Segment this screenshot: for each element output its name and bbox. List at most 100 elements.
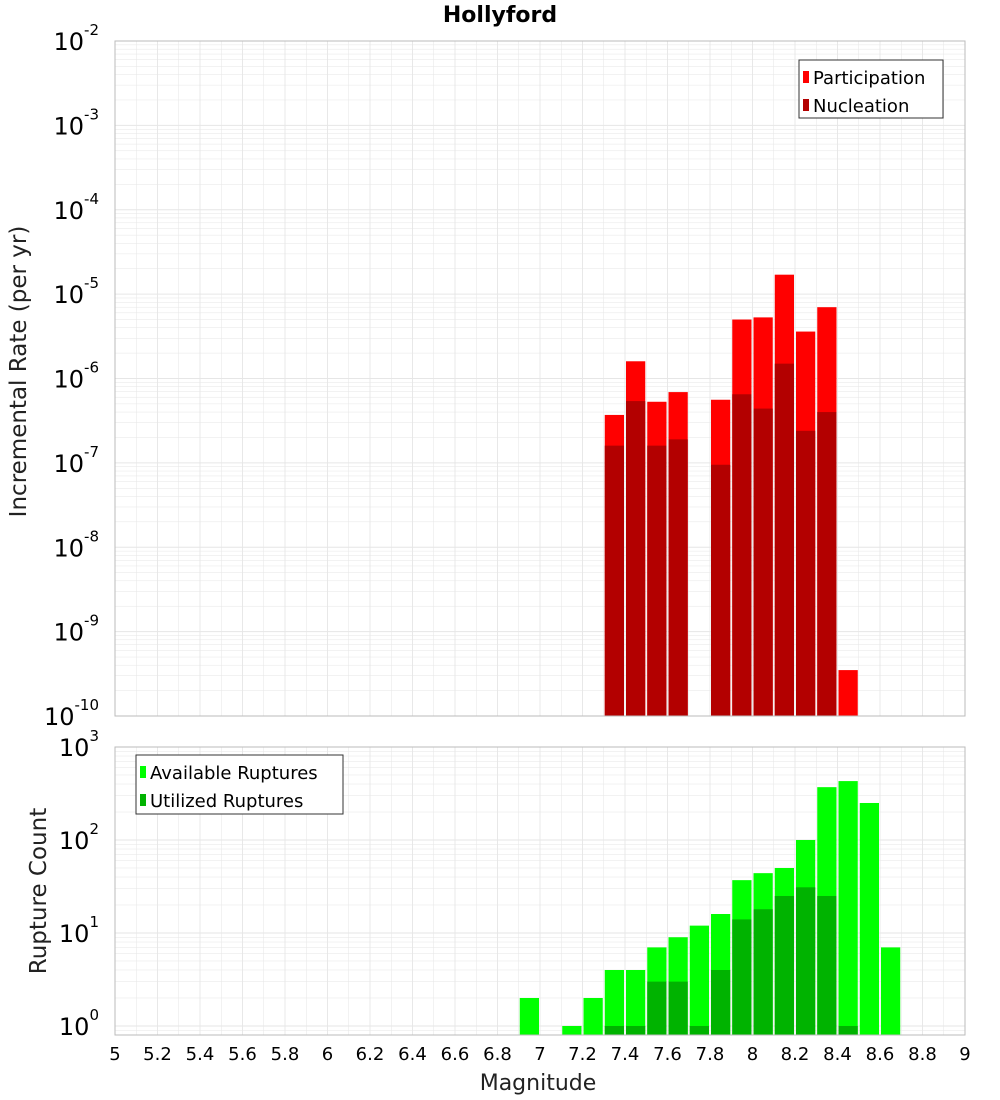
y-tick-exponent: -5 bbox=[84, 274, 99, 292]
x-tick-label: 5.6 bbox=[228, 1044, 257, 1065]
available-bar bbox=[859, 802, 879, 1035]
y-tick-exponent: -9 bbox=[84, 612, 99, 630]
nucleation-bar bbox=[774, 363, 794, 716]
y-tick-label: 100 bbox=[59, 1006, 99, 1041]
available-bar bbox=[583, 997, 603, 1035]
x-tick-label: 6 bbox=[322, 1044, 333, 1065]
x-tick-label: 7.6 bbox=[653, 1044, 682, 1065]
nucleation-bar bbox=[732, 394, 752, 716]
nucleation-bar bbox=[604, 445, 624, 716]
bottom-y-axis-label: Rupture Count bbox=[26, 808, 52, 974]
nucleation-bar bbox=[817, 412, 837, 716]
utilized-bar bbox=[774, 895, 794, 1035]
y-tick-label: 10-10 bbox=[44, 696, 99, 731]
y-tick-label: 10-7 bbox=[53, 443, 99, 478]
x-tick-label: 8 bbox=[747, 1044, 758, 1065]
utilized-bar bbox=[838, 1025, 858, 1035]
y-tick-exponent: -6 bbox=[84, 359, 99, 377]
y-tick-exponent: -2 bbox=[84, 21, 99, 39]
y-tick-label: 101 bbox=[59, 913, 99, 948]
top-panel: 10-2 10-3 10-4 10-5 10-6 10-7 10-8 10-9 10-10 In… bbox=[6, 21, 966, 731]
legend-label: Nucleation bbox=[813, 96, 909, 117]
legend-box bbox=[135, 754, 344, 815]
y-tick-exponent: 0 bbox=[89, 1006, 99, 1024]
y-tick-label: 10-9 bbox=[53, 612, 99, 647]
y-tick-exponent: -3 bbox=[84, 105, 99, 123]
participation-bar bbox=[838, 670, 858, 716]
legend-label: Participation bbox=[813, 68, 925, 89]
utilized-bar bbox=[626, 1025, 646, 1035]
legend-swatch bbox=[803, 99, 809, 111]
utilized-bar bbox=[647, 981, 667, 1035]
y-tick-exponent: -10 bbox=[75, 696, 100, 714]
available-bar bbox=[881, 947, 901, 1035]
top-y-axis-label: Incremental Rate (per yr) bbox=[6, 226, 32, 518]
top-plot-frame bbox=[114, 40, 966, 717]
x-tick-label: 5.8 bbox=[271, 1044, 300, 1065]
y-tick-label: 103 bbox=[59, 727, 99, 762]
nucleation-bar bbox=[753, 408, 773, 716]
utilized-bar bbox=[668, 981, 688, 1035]
nucleation-bar bbox=[626, 401, 646, 716]
x-tick-label: 6.8 bbox=[483, 1044, 512, 1065]
available-bar bbox=[562, 1025, 582, 1035]
y-tick-exponent: 3 bbox=[89, 727, 99, 745]
top-gridlines bbox=[114, 40, 966, 717]
utilized-bar bbox=[711, 969, 731, 1035]
nucleation-bar bbox=[796, 430, 816, 716]
y-tick-exponent: -8 bbox=[84, 527, 99, 545]
y-tick-exponent: -4 bbox=[84, 190, 99, 208]
x-axis-label: Magnitude bbox=[480, 1071, 597, 1096]
x-tick-label: 8.6 bbox=[866, 1044, 895, 1065]
x-tick-label: 5.4 bbox=[186, 1044, 215, 1065]
x-tick-label: 8.2 bbox=[781, 1044, 810, 1065]
available-bar bbox=[689, 925, 709, 1035]
x-tick-label: 8.8 bbox=[908, 1044, 937, 1065]
available-bar bbox=[519, 997, 539, 1035]
utilized-bar bbox=[817, 895, 837, 1035]
y-tick-exponent: 2 bbox=[89, 820, 99, 838]
x-tick-label: 7 bbox=[534, 1044, 545, 1065]
legend-swatch bbox=[803, 71, 809, 83]
utilized-bar bbox=[753, 909, 773, 1035]
legend-label: Available Ruptures bbox=[150, 763, 318, 784]
top-y-tick-labels: 10-2 10-3 10-4 10-5 10-6 10-7 10-8 10-9 10-10 bbox=[44, 21, 99, 731]
y-tick-label: 10-5 bbox=[53, 274, 99, 309]
y-tick-exponent: -7 bbox=[84, 443, 99, 461]
utilized-bar bbox=[604, 1025, 624, 1035]
y-tick-label: 102 bbox=[59, 820, 99, 855]
x-tick-labels: 5 5.2 5.4 5.6 5.8 6 6.2 6.4 6.6 6.8 7 7.2 7.4 7.6 7.8 8… bbox=[109, 1044, 970, 1065]
y-tick-label: 10-8 bbox=[53, 527, 99, 562]
available-bar bbox=[604, 969, 624, 1035]
x-tick-label: 6.6 bbox=[441, 1044, 470, 1065]
nucleation-bar bbox=[711, 464, 731, 716]
y-tick-label: 10-4 bbox=[53, 190, 99, 225]
x-tick-label: 5.2 bbox=[143, 1044, 172, 1065]
top-legend: Participation Nucleation bbox=[798, 59, 944, 119]
bottom-plot-frame bbox=[114, 746, 966, 1036]
bottom-bars bbox=[519, 781, 901, 1035]
y-tick-label: 10-2 bbox=[53, 21, 99, 56]
x-tick-label: 7.2 bbox=[568, 1044, 597, 1065]
available-bar bbox=[838, 781, 858, 1035]
legend-swatch bbox=[140, 766, 146, 778]
legend-label: Utilized Ruptures bbox=[150, 791, 303, 812]
top-bars bbox=[604, 274, 858, 716]
y-tick-exponent: 1 bbox=[89, 913, 99, 931]
nucleation-bar bbox=[647, 445, 667, 716]
nucleation-bar bbox=[668, 439, 688, 716]
legend-box bbox=[798, 59, 944, 119]
y-tick-label: 10-3 bbox=[53, 105, 99, 140]
utilized-bar bbox=[689, 1025, 709, 1035]
x-tick-label: 7.4 bbox=[611, 1044, 640, 1065]
utilized-bar bbox=[796, 887, 816, 1035]
x-tick-label: 8.4 bbox=[823, 1044, 852, 1065]
available-bar bbox=[626, 969, 646, 1035]
legend-swatch bbox=[140, 794, 146, 806]
chart-title: Hollyford bbox=[443, 3, 557, 28]
x-tick-label: 7.8 bbox=[696, 1044, 725, 1065]
y-tick-label: 10-6 bbox=[53, 359, 99, 394]
